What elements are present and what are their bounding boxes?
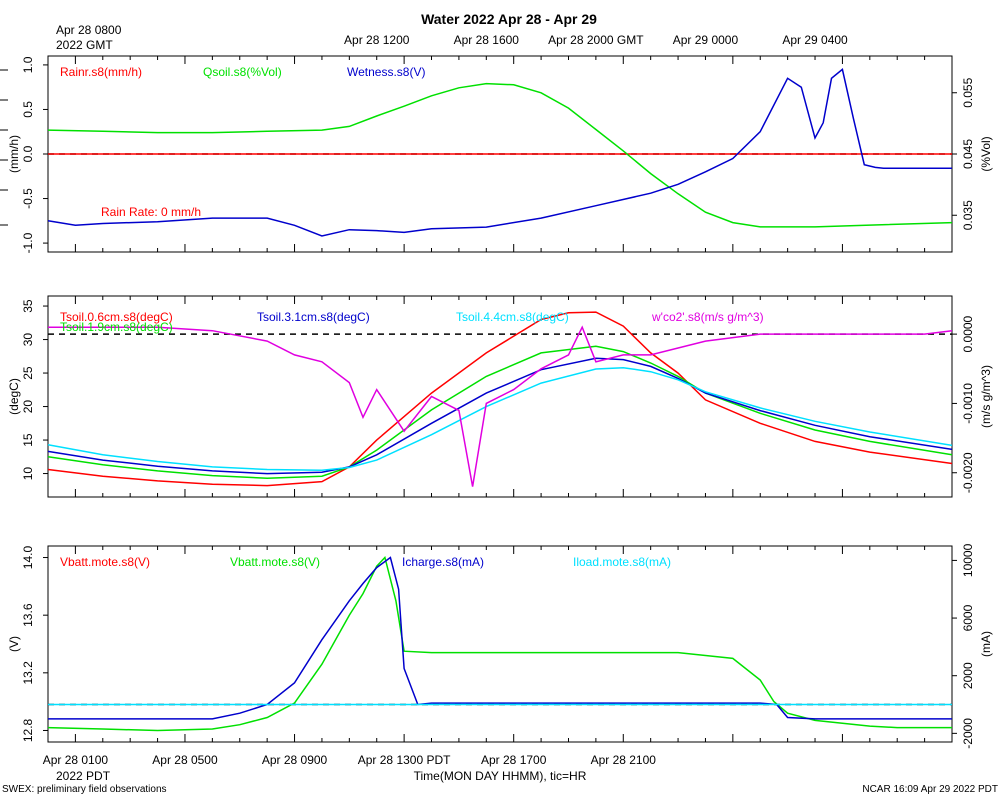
series-line-Vbatt.mote.s8(V)	[47, 555, 952, 732]
right-y-tick-label: -2000	[961, 718, 975, 749]
series-line-Qsoil.s8(%Vol)	[47, 82, 953, 228]
series-line-Tsoil.1.9cm.s8(degC)	[47, 345, 953, 479]
left-y-tick-label: -0.5	[21, 188, 35, 209]
right-y-tick-label: -0.0010	[961, 383, 975, 424]
left-y-tick-label: 30	[21, 333, 35, 347]
series-line-Wetness.s8(V)	[47, 68, 952, 237]
top-axis-label: Apr 28 1600	[454, 33, 520, 47]
left-y-tick-label: 13.2	[21, 661, 35, 685]
legend-entry: Tsoil.0.6cm.s8(degC)	[60, 310, 173, 324]
bottom-axis-label: Apr 28 0900	[262, 753, 328, 767]
left-y-tick-label: 0.5	[21, 101, 35, 118]
left-axis-title: (V)	[7, 636, 21, 652]
legend-entry: Tsoil.1.9cm.s8(degC)	[60, 320, 173, 334]
legend-entry: Tsoil.3.1cm.s8(degC)	[257, 310, 370, 324]
series-line-Tsoil.4.4cm.s8(degC)	[47, 366, 953, 471]
right-y-tick-label: 6000	[961, 604, 975, 631]
legend-entry: Vbatt.mote.s8(V)	[230, 555, 320, 569]
x-axis-title: Time(MON DAY HHMM), tic=HR	[414, 769, 587, 783]
right-y-tick-label: 2000	[961, 662, 975, 689]
left-y-tick-label: 12.8	[21, 718, 35, 742]
bottom-axis-label: Apr 28 0500	[152, 753, 218, 767]
right-y-tick-label: 0.045	[961, 139, 975, 169]
legend-entry: Iload.mote.s8(mA)	[573, 555, 671, 569]
series-line-Tsoil.0.6cm.s8(degC)	[47, 311, 953, 487]
legend-entry: Rainr.s8(mm/h)	[60, 65, 142, 79]
legend-entry: Wetness.s8(V)	[347, 65, 425, 79]
legend-entry: Icharge.s8(mA)	[402, 555, 484, 569]
bottom-axis-label: Apr 28 1300 PDT	[358, 753, 451, 767]
bottom-axis-label: Apr 28 1700	[481, 753, 547, 767]
left-y-tick-label: 20	[21, 400, 35, 414]
left-y-tick-label: 35	[21, 299, 35, 313]
top-axis-label: Apr 29 0400	[782, 33, 848, 47]
right-axis-title: (mA)	[979, 631, 993, 657]
right-y-tick-label: -0.0020	[961, 452, 975, 493]
right-y-tick-label: 0.055	[961, 77, 975, 107]
left-y-tick-label: 1.0	[21, 56, 35, 73]
bottom-axis-label: Apr 28 0100	[43, 753, 109, 767]
right-y-tick-label: 0.0000	[961, 315, 975, 352]
panel-frame-bottom	[47, 545, 953, 743]
bottom-axis-label: Apr 28 2100	[591, 753, 657, 767]
left-axis-title: (mm/h)	[7, 135, 21, 173]
left-y-tick-label: 0.0	[21, 145, 35, 162]
left-axis-title: (degC)	[7, 378, 21, 415]
top-axis-label: Apr 28 1200	[344, 33, 410, 47]
legend-entry: w'co2'.s8(m/s g/m^3)	[651, 310, 764, 324]
footer-right: NCAR 16:09 Apr 29 2022 PDT	[862, 784, 998, 795]
series-line-Tsoil.3.1cm.s8(degC)	[47, 357, 953, 475]
left-y-tick-label: 15	[21, 433, 35, 447]
top-axis-label-year: 2022 GMT	[56, 38, 113, 52]
left-y-tick-label: -1.0	[21, 232, 35, 253]
series-line-w'co2'.s8(m/s g/m^3)	[48, 325, 953, 487]
top-axis-label-first: Apr 28 0800	[56, 23, 122, 37]
bottom-axis-year-label: 2022 PDT	[56, 769, 111, 783]
legend-entry: Qsoil.s8(%Vol)	[203, 65, 282, 79]
series-line-Icharge.s8(mA)	[48, 556, 952, 720]
panel-frame-middle	[47, 295, 953, 498]
legend-entry: Tsoil.4.4cm.s8(degC)	[456, 310, 569, 324]
left-y-tick-label: 13.6	[21, 603, 35, 627]
right-axis-title: (%Vol)	[979, 136, 993, 171]
top-axis-label: Apr 29 0000	[673, 33, 739, 47]
chart-title: Water 2022 Apr 28 - Apr 29	[421, 11, 597, 27]
footer-left: SWEX: preliminary field observations	[2, 784, 167, 795]
left-y-tick-label: 10	[21, 467, 35, 481]
right-y-tick-label: 10000	[961, 543, 975, 577]
legend-entry: Vbatt.mote.s8(V)	[60, 555, 150, 569]
right-y-tick-label: 0.035	[961, 200, 975, 230]
right-axis-title: (m/s g/m^3)	[979, 365, 993, 428]
left-y-tick-label: 14.0	[21, 546, 35, 570]
rain-rate-annotation: Rain Rate: 0 mm/h	[101, 205, 201, 219]
top-axis-label: Apr 28 2000 GMT	[548, 33, 644, 47]
left-y-tick-label: 25	[21, 366, 35, 380]
